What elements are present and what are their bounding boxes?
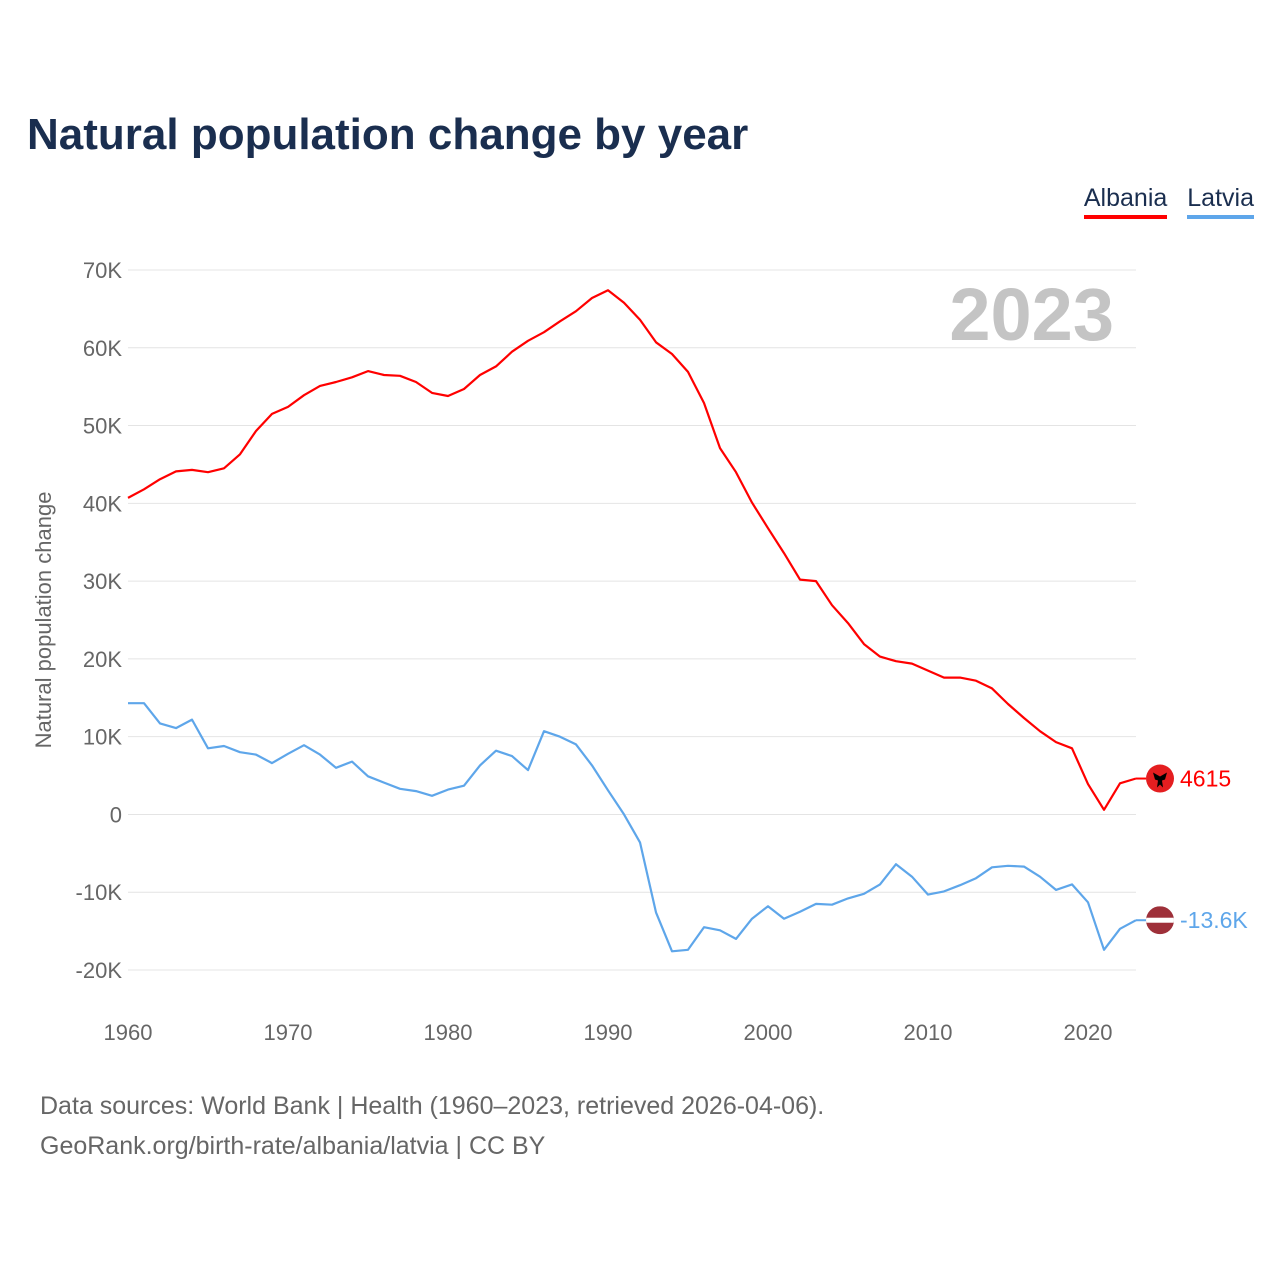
series-line-albania	[127, 289, 1137, 811]
chart-title: Natural population change by year	[27, 110, 749, 159]
y-tick-label: 0	[110, 802, 122, 827]
y-tick-label: 10K	[83, 725, 122, 750]
legend-item-latvia[interactable]: Latvia	[1187, 184, 1254, 219]
x-tick-label: 1960	[104, 1020, 153, 1045]
legend-item-albania[interactable]: Albania	[1083, 184, 1168, 219]
end-value-label: -13.6K	[1180, 907, 1248, 933]
x-tick-label: 1970	[264, 1020, 313, 1045]
source-link[interactable]: GeoRank.org/birth-rate/albania/latvia | …	[40, 1132, 546, 1160]
y-tick-label: 60K	[83, 336, 122, 361]
footer: Data sources: World Bank | Health (1960–…	[40, 1086, 824, 1166]
y-axis-label: Natural population change	[31, 492, 56, 749]
y-tick-label: 50K	[83, 414, 122, 439]
eagle-icon	[1153, 772, 1167, 788]
latvia-flag-icon	[1146, 906, 1174, 935]
y-tick-label: -20K	[76, 958, 123, 983]
y-tick-label: 20K	[83, 647, 122, 672]
albania-flag-icon	[1146, 764, 1174, 793]
x-tick-label: 2010	[904, 1020, 953, 1045]
data-source: Data sources: World Bank | Health (1960–…	[40, 1092, 825, 1120]
x-tick-label: 2020	[1064, 1020, 1113, 1045]
x-tick-label: 1980	[424, 1020, 473, 1045]
x-tick-label: 2000	[744, 1020, 793, 1045]
y-tick-label: 70K	[83, 258, 122, 283]
y-tick-label: 30K	[83, 569, 122, 594]
y-tick-label: -10K	[76, 880, 123, 905]
year-watermark: 2023	[949, 273, 1114, 356]
flag-stripe-white	[1146, 917, 1174, 923]
y-tick-label: 40K	[83, 491, 122, 516]
end-value-label: 4615	[1180, 766, 1231, 792]
series-line-latvia	[128, 702, 1137, 953]
legend: Albania Latvia	[1083, 184, 1254, 219]
x-tick-label: 1990	[584, 1020, 633, 1045]
